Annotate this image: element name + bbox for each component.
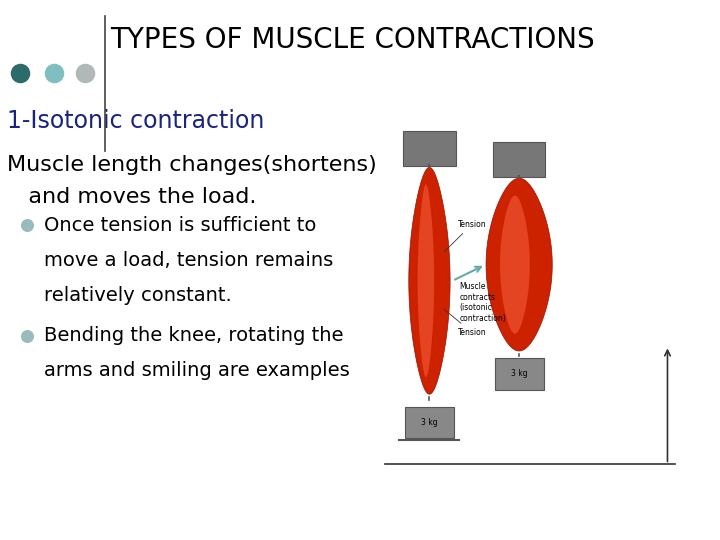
FancyBboxPatch shape (495, 358, 544, 390)
Text: 3 kg: 3 kg (510, 369, 528, 379)
Point (14, 69, 25, 77)
Polygon shape (486, 178, 552, 351)
Text: Muscle length changes(shortens): Muscle length changes(shortens) (7, 154, 377, 175)
FancyBboxPatch shape (405, 407, 454, 438)
Text: Tension: Tension (444, 309, 486, 337)
Point (79, 69, 91, 77)
Text: relatively constant.: relatively constant. (45, 286, 233, 305)
Text: Once tension is sufficient to: Once tension is sufficient to (45, 215, 317, 235)
FancyBboxPatch shape (493, 142, 545, 177)
FancyBboxPatch shape (403, 131, 456, 166)
Point (21, 221, 32, 230)
Text: and moves the load.: and moves the load. (7, 187, 256, 207)
Text: arms and smiling are examples: arms and smiling are examples (45, 361, 350, 381)
Text: TYPES OF MUSCLE CONTRACTIONS: TYPES OF MUSCLE CONTRACTIONS (110, 26, 595, 55)
Text: Tension: Tension (444, 220, 486, 252)
Polygon shape (418, 185, 434, 377)
Point (48, 69, 60, 77)
Polygon shape (409, 167, 450, 394)
Point (21, 332, 32, 340)
Text: 1-Isotonic contraction: 1-Isotonic contraction (7, 110, 264, 133)
Polygon shape (500, 195, 530, 334)
Text: 3 kg: 3 kg (421, 418, 438, 427)
Text: Bending the knee, rotating the: Bending the knee, rotating the (45, 326, 344, 346)
Text: move a load, tension remains: move a load, tension remains (45, 251, 334, 270)
Text: Muscle
contracts
(isotonic
contraction): Muscle contracts (isotonic contraction) (459, 282, 506, 322)
